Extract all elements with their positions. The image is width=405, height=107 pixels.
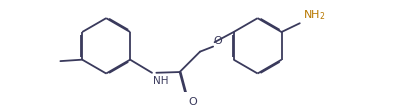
Text: NH$_2$: NH$_2$ <box>302 8 324 22</box>
Text: NH: NH <box>152 76 168 86</box>
Text: O: O <box>188 97 197 107</box>
Text: O: O <box>213 36 222 46</box>
